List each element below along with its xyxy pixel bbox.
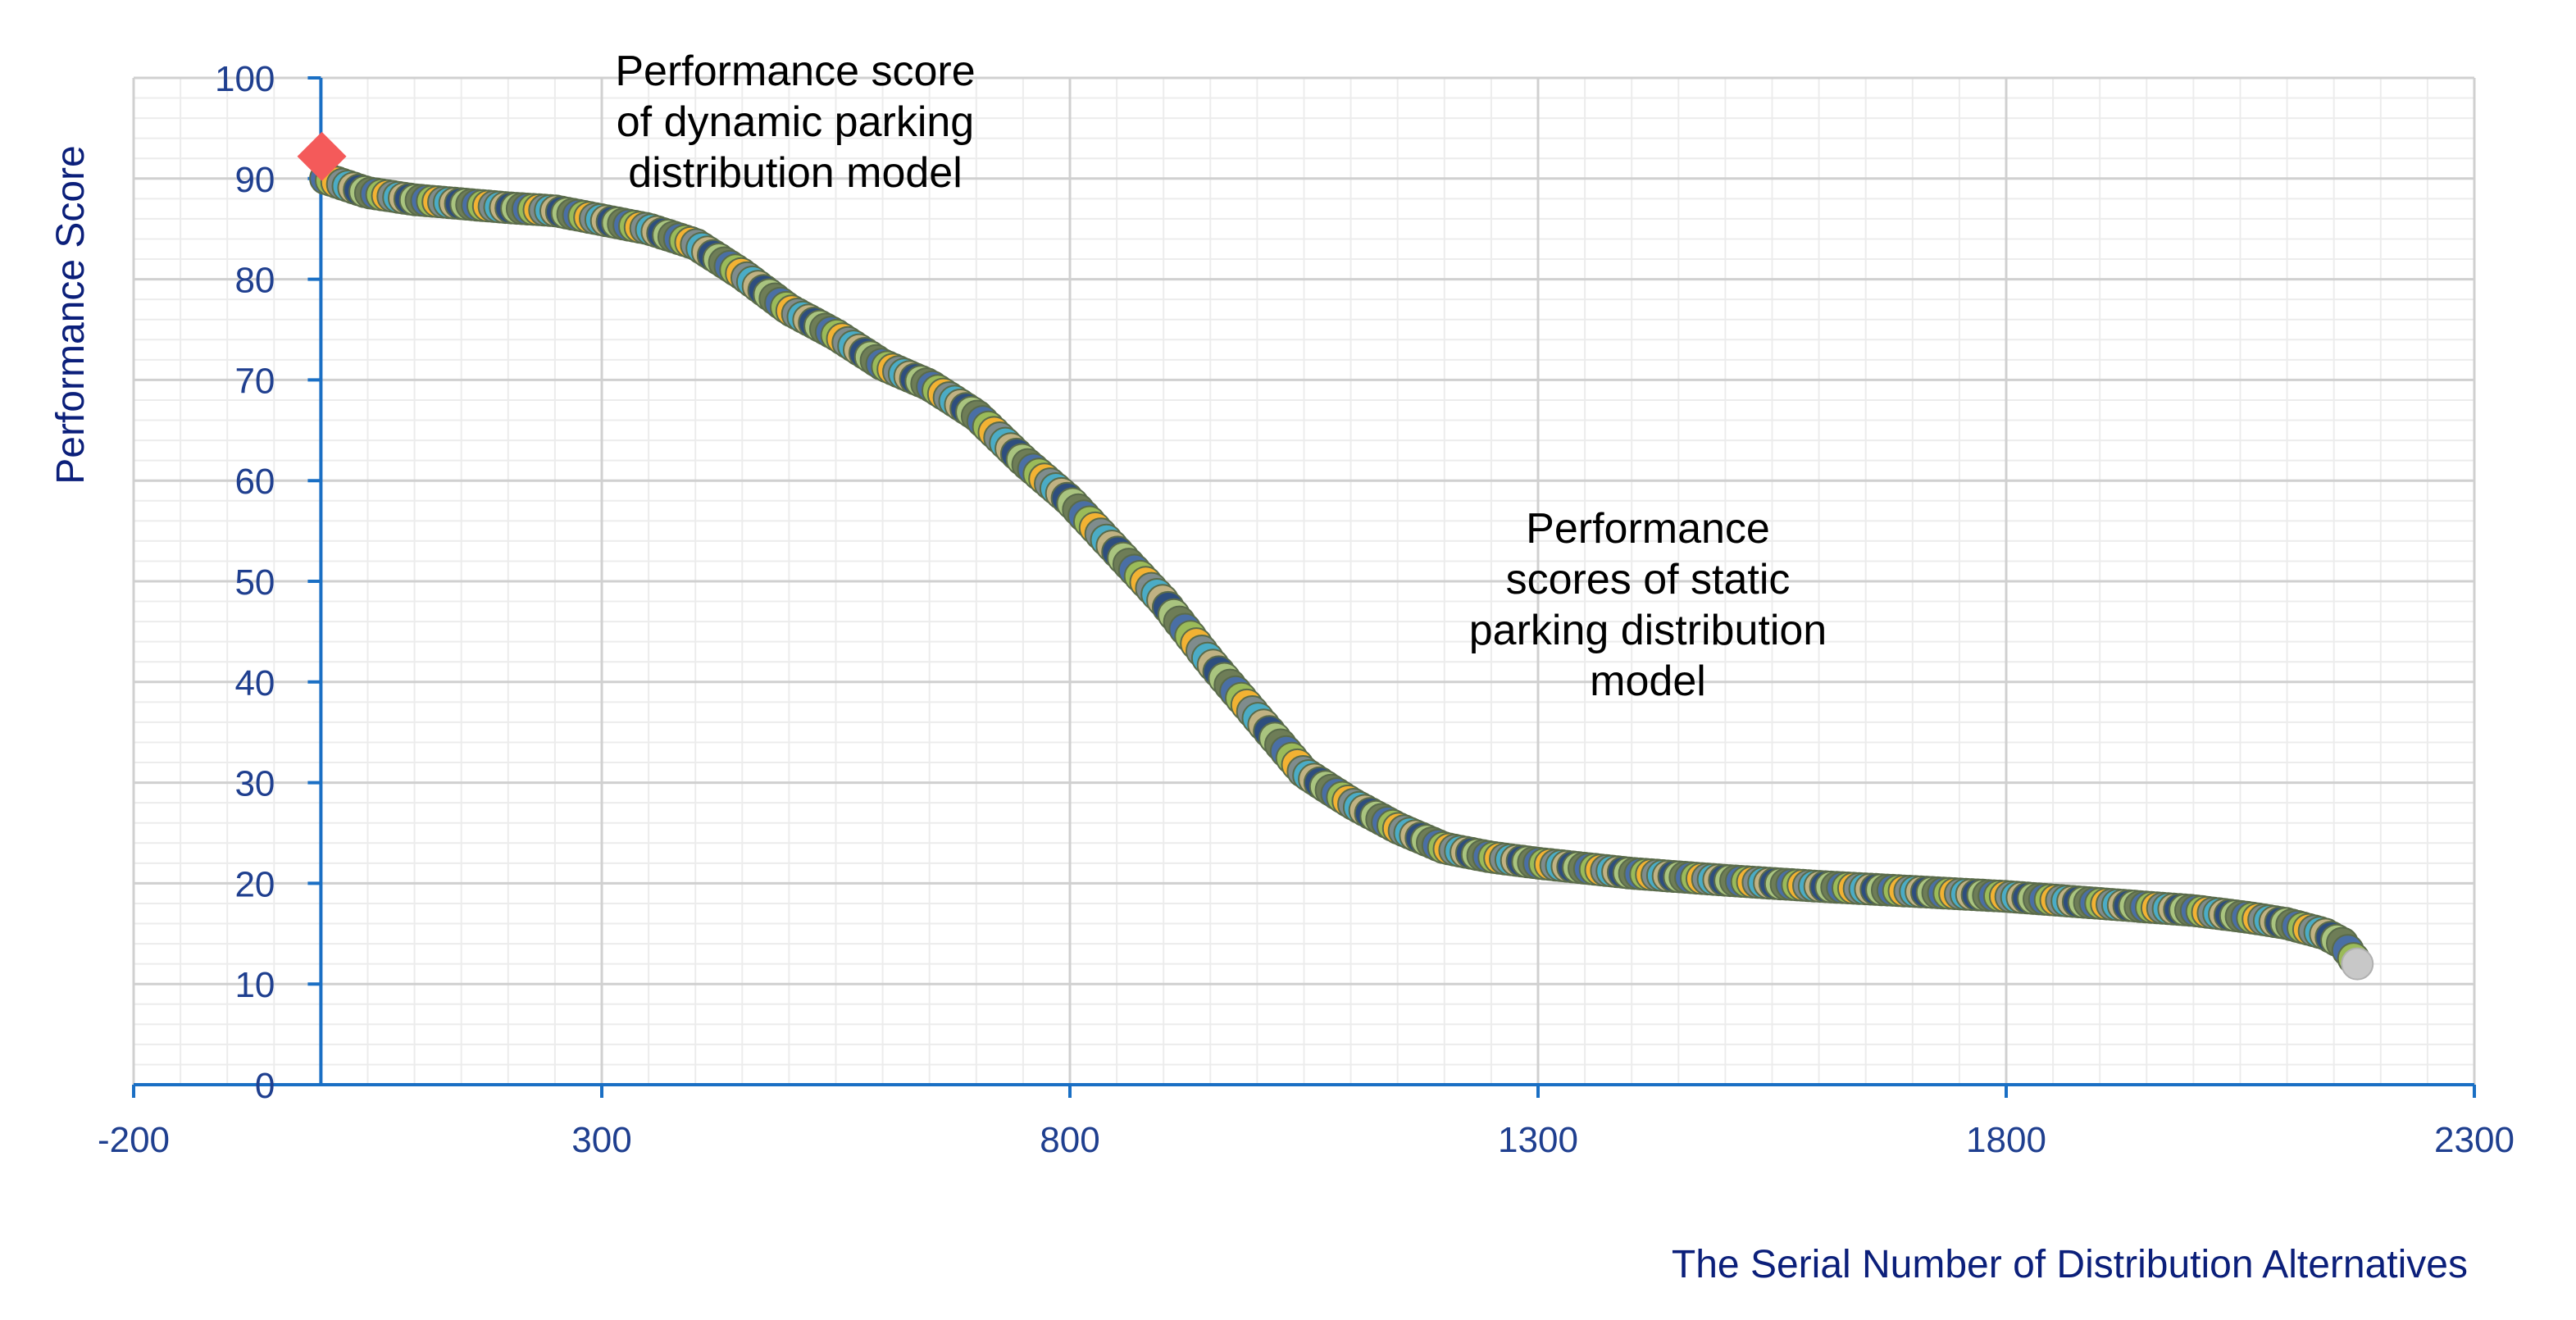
y-tick-label: 10 xyxy=(234,965,275,1005)
y-tick-label: 60 xyxy=(234,462,275,502)
x-tick-label: 1300 xyxy=(1498,1120,1578,1160)
annotation-static-line: scores of static xyxy=(1506,556,1791,603)
axes xyxy=(132,76,2476,1098)
y-tick-label: 80 xyxy=(234,261,275,301)
x-tick-label: -200 xyxy=(98,1120,170,1160)
annotation-dynamic-line: Performance score xyxy=(615,48,975,95)
x-tick-label: 1800 xyxy=(1966,1120,2046,1160)
y-tick-label: 50 xyxy=(234,562,275,603)
y-tick-label: 100 xyxy=(215,59,275,99)
x-axis-title: The Serial Number of Distribution Altern… xyxy=(1672,1243,2468,1286)
dynamic-score-point xyxy=(297,131,347,181)
annotation-static-line: model xyxy=(1590,658,1706,705)
x-tick-label: 2300 xyxy=(2434,1120,2515,1160)
x-tick-label: 300 xyxy=(571,1120,631,1160)
y-tick-label: 20 xyxy=(234,864,275,904)
y-tick-label: 30 xyxy=(234,764,275,804)
y-tick-label: 40 xyxy=(234,663,275,703)
annotation-dynamic-line: of dynamic parking xyxy=(617,98,974,146)
y-axis-title: Performance Score xyxy=(49,145,93,485)
static-score-point-last xyxy=(2341,947,2374,981)
y-tick-label: 0 xyxy=(255,1066,275,1106)
tick-labels: -200 300 800 1300 1800 2300 0 10 20 30 40 50 60 70 80 9… xyxy=(98,59,2515,1160)
annotation-static-line: Performance xyxy=(1526,505,1770,553)
data-points xyxy=(297,131,2374,981)
annotation-dynamic-line: distribution model xyxy=(628,149,963,197)
annotation-static-line: parking distribution xyxy=(1469,607,1827,654)
y-tick-label: 70 xyxy=(234,361,275,401)
y-tick-label: 90 xyxy=(234,160,275,200)
x-tick-label: 800 xyxy=(1040,1120,1099,1160)
